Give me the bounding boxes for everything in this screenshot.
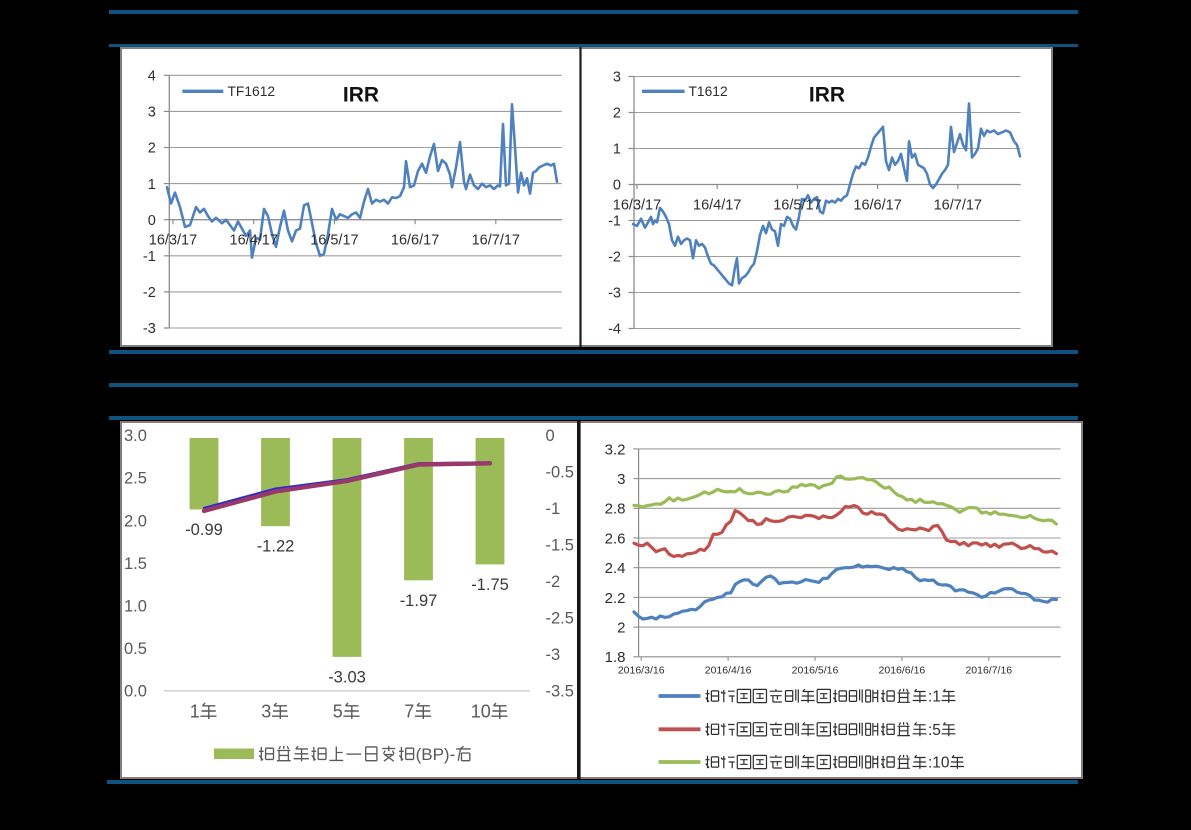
svg-text:4: 4 (148, 69, 156, 85)
svg-text:-2: -2 (143, 285, 156, 301)
svg-text:2.5: 2.5 (124, 470, 147, 488)
svg-text:-3: -3 (608, 286, 621, 302)
svg-text:-1: -1 (608, 214, 621, 230)
svg-text:-3.5: -3.5 (546, 682, 574, 700)
svg-text:2: 2 (148, 141, 156, 157)
svg-text:-0.5: -0.5 (546, 464, 574, 482)
svg-text:2.0: 2.0 (124, 512, 147, 530)
svg-text:7: 7 (404, 702, 414, 722)
svg-text:16/3/17: 16/3/17 (149, 233, 197, 249)
svg-text:2.2: 2.2 (605, 590, 626, 607)
svg-text:2.4: 2.4 (605, 560, 626, 577)
svg-text:16/7/17: 16/7/17 (934, 198, 982, 214)
svg-text:1.0: 1.0 (124, 598, 147, 616)
svg-text:1: 1 (190, 702, 200, 722)
svg-text:5: 5 (333, 702, 343, 722)
svg-text:-1.75: -1.75 (471, 576, 509, 594)
svg-text:16/3/17: 16/3/17 (613, 198, 661, 214)
svg-text:3.0: 3.0 (124, 427, 147, 445)
svg-text:-1: -1 (546, 500, 561, 518)
svg-text:0: 0 (613, 178, 621, 194)
svg-text:-4: -4 (608, 322, 621, 338)
svg-text:1.8: 1.8 (605, 649, 626, 666)
svg-text:-1.97: -1.97 (400, 592, 438, 610)
svg-text:0.0: 0.0 (124, 683, 147, 701)
svg-text:-2: -2 (546, 573, 561, 591)
svg-text:3: 3 (613, 70, 621, 86)
svg-text:1: 1 (148, 177, 156, 193)
svg-text:-1.5: -1.5 (546, 536, 574, 554)
svg-text:16/5/17: 16/5/17 (310, 233, 358, 249)
svg-text:TF1612: TF1612 (228, 84, 276, 99)
svg-text:10: 10 (471, 702, 491, 722)
svg-text:2016/6/16: 2016/6/16 (879, 665, 926, 677)
svg-text:-3.03: -3.03 (328, 668, 366, 686)
svg-text::10: :10 (928, 755, 950, 772)
svg-text:2016/3/16: 2016/3/16 (618, 665, 665, 677)
svg-text:3: 3 (148, 105, 156, 121)
svg-text:-3: -3 (143, 321, 156, 337)
svg-text:16/4/17: 16/4/17 (693, 198, 741, 214)
svg-text:16/5/17: 16/5/17 (773, 198, 821, 214)
svg-text:-1: -1 (143, 249, 156, 265)
svg-text:3: 3 (261, 702, 271, 722)
svg-text:0.5: 0.5 (124, 640, 147, 658)
svg-text:2.6: 2.6 (605, 530, 626, 547)
svg-text:2: 2 (613, 106, 621, 122)
svg-text:0: 0 (546, 427, 555, 445)
svg-text:-2.5: -2.5 (546, 609, 574, 627)
svg-text:16/6/17: 16/6/17 (853, 198, 901, 214)
svg-text:0: 0 (148, 213, 156, 229)
svg-text:-2: -2 (608, 250, 621, 266)
svg-text:-3: -3 (546, 646, 561, 664)
svg-text:2: 2 (617, 620, 625, 637)
svg-text:2016/4/16: 2016/4/16 (705, 665, 752, 677)
svg-text:-0.99: -0.99 (185, 521, 223, 539)
svg-text:T1612: T1612 (689, 84, 728, 99)
svg-text:IRR: IRR (343, 84, 379, 107)
svg-text::1: :1 (928, 689, 941, 706)
svg-text:16/6/17: 16/6/17 (391, 233, 439, 249)
svg-text::5: :5 (928, 722, 941, 739)
svg-text:3.2: 3.2 (605, 441, 626, 458)
svg-text:-1.22: -1.22 (257, 538, 295, 556)
svg-text:1: 1 (613, 142, 621, 158)
svg-text:IRR: IRR (809, 84, 845, 107)
svg-text:2.8: 2.8 (605, 501, 626, 518)
svg-text:(BP)-: (BP)- (416, 745, 456, 764)
svg-text:2016/7/16: 2016/7/16 (965, 665, 1012, 677)
svg-text:3: 3 (617, 471, 625, 488)
svg-text:2016/5/16: 2016/5/16 (792, 665, 839, 677)
svg-text:1.5: 1.5 (124, 555, 147, 573)
svg-text:16/4/17: 16/4/17 (230, 233, 278, 249)
svg-text:16/7/17: 16/7/17 (472, 233, 520, 249)
